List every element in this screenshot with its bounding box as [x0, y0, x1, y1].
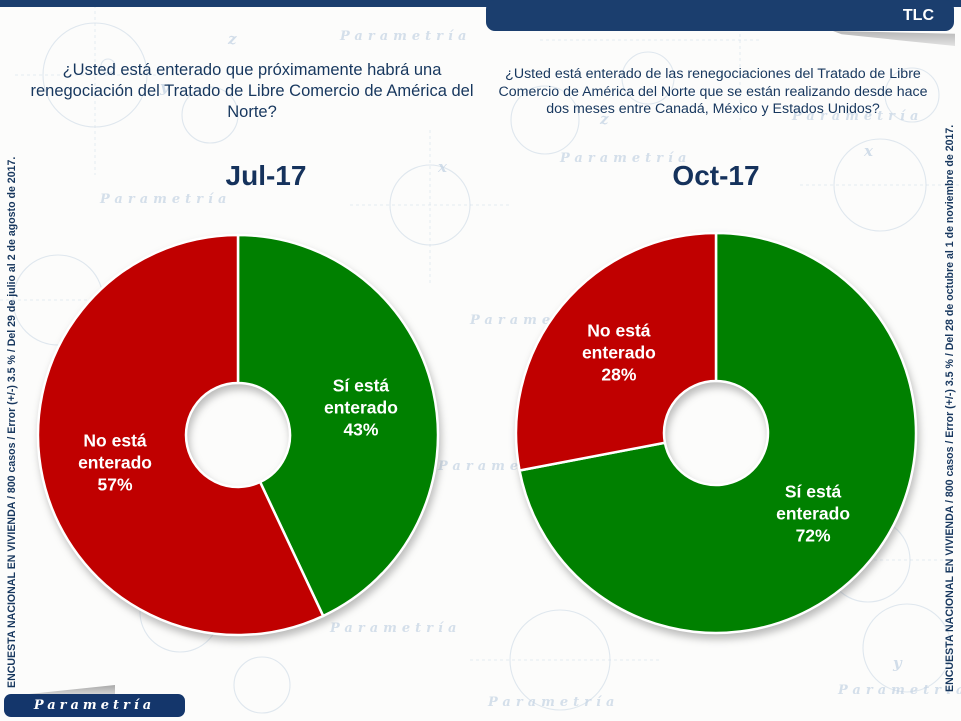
- side-note-oct17: ENCUESTA NACIONAL EN VIVIENDA / 800 caso…: [944, 124, 956, 692]
- pie-slice: [514, 231, 718, 472]
- pie-slice: [36, 233, 325, 637]
- slice-data-label: No está enterado 28%: [582, 321, 656, 385]
- slice-data-label: Sí está enterado 72%: [776, 481, 850, 545]
- watermark-letter: y: [892, 654, 903, 672]
- watermark-text: Parametría: [837, 683, 961, 698]
- pie-slice: [236, 233, 440, 618]
- header-shadow-wedge: [833, 31, 955, 46]
- watermark-text: Parametría: [339, 29, 471, 44]
- question-oct17: ¿Usted está enterado de las renegociacio…: [498, 66, 928, 117]
- watermark-text: Parametría: [99, 192, 231, 207]
- top-navy-strip: [0, 0, 961, 7]
- side-note-jul17: ENCUESTA NACIONAL EN VIVIENDA / 800 caso…: [6, 156, 18, 688]
- watermark-letter: x: [863, 142, 874, 160]
- chart-title-jul17: Jul-17: [225, 160, 307, 191]
- logo-shadow-wedge: [10, 685, 115, 696]
- donut-chart-oct17: Sí está enterado 72% No está enterado 28%: [514, 231, 918, 635]
- slice-data-label: Sí está enterado 43%: [324, 376, 398, 440]
- watermark-text: Parametría: [487, 695, 619, 710]
- watermark-letter: z: [227, 30, 237, 48]
- header-tab: TLC: [486, 0, 954, 31]
- chart-title-oct17: Oct-17: [672, 160, 760, 191]
- donut-chart-jul17: Sí está enterado 43% No está enterado 57%: [36, 233, 440, 637]
- parametria-logo: Parametría: [4, 694, 185, 717]
- header-tab-label: TLC: [902, 7, 934, 24]
- question-jul17: ¿Usted está enterado que próximamente ha…: [30, 61, 474, 121]
- slice-data-label: No está enterado 57%: [78, 430, 152, 494]
- pie-slice: [518, 231, 918, 635]
